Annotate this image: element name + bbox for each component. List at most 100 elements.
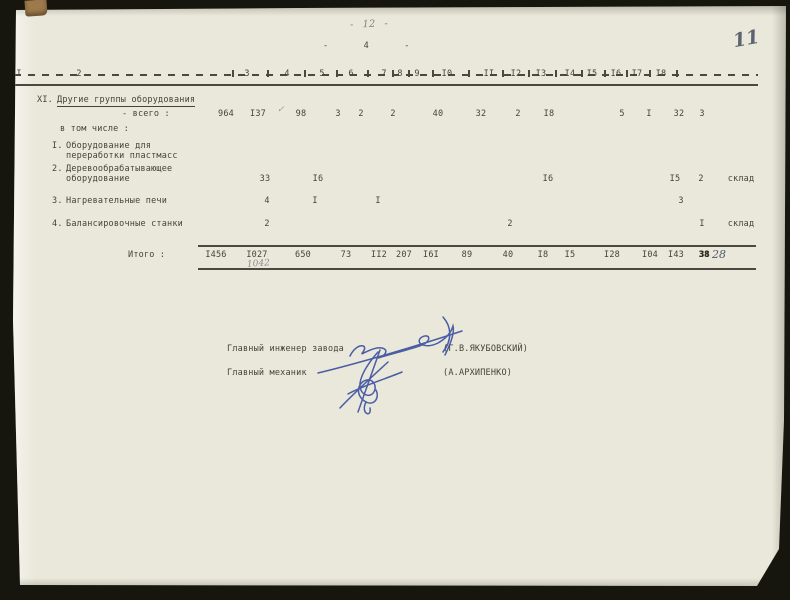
column-number: 8 <box>397 69 403 79</box>
row-label-line: оборудование <box>66 174 130 184</box>
row-label-line: Деревообрабатывающее <box>66 164 173 174</box>
totals-cell: I6I <box>423 250 439 260</box>
table-cell: 3 <box>699 109 705 119</box>
table-cell: I5 <box>669 174 681 184</box>
table-cell: I6 <box>542 174 554 184</box>
totals-cell: I8 <box>537 250 549 260</box>
signature-title-chief-engineer: Главный инженер завода <box>227 344 344 354</box>
totals-cell: I43 <box>668 250 684 260</box>
page-edge-highlight <box>13 8 35 586</box>
column-tick <box>267 70 269 77</box>
column-number: I0 <box>441 69 453 79</box>
signature-stroke <box>339 361 389 409</box>
page-edge-shadow-right <box>772 6 786 586</box>
table-cell: I8 <box>543 109 555 119</box>
section-number: XI. <box>37 95 53 105</box>
column-tick <box>676 70 678 77</box>
table-cell: I6 <box>312 174 324 184</box>
table-cell: I37 <box>250 109 266 119</box>
table-cell: I <box>646 109 652 119</box>
table-cell: 964 <box>218 109 234 119</box>
handwritten-page-number: - 12 - <box>349 18 389 31</box>
row-number: I. <box>52 141 63 151</box>
pencil-checkmark: ✓ <box>277 105 285 115</box>
totals-cell: I027 <box>246 250 268 260</box>
signature-stroke <box>349 323 455 359</box>
table-cell: 3 <box>335 109 341 119</box>
section-title: Другие группы оборудования <box>57 95 196 107</box>
row-label-line: Оборудование для <box>66 141 152 151</box>
table-cell: 2 <box>264 219 270 229</box>
totals-cell: 207 <box>396 250 412 260</box>
table-cell: 2 <box>698 174 704 184</box>
totals-cell: 650 <box>295 250 311 260</box>
totals-cell: II2 <box>371 250 387 260</box>
signature-name-chief-mechanic: (А.АРХИПЕНКО) <box>443 368 513 378</box>
table-cell: 98 <box>295 109 307 119</box>
row-label-vsego: - всего : <box>122 109 170 119</box>
table-cell: 2 <box>507 219 513 229</box>
totals-cell: I456 <box>205 250 227 260</box>
column-tick <box>649 70 651 77</box>
column-number: I5 <box>586 69 598 79</box>
table-cell: 40 <box>432 109 444 119</box>
row-label-line: Балансировочные станки <box>66 219 183 229</box>
column-number: I3 <box>535 69 547 79</box>
column-number: 6 <box>348 69 354 79</box>
table-cell: I <box>375 196 381 206</box>
paper-fragment <box>24 0 48 17</box>
signature-stroke <box>317 330 463 374</box>
column-tick <box>432 70 434 77</box>
signature-ink <box>317 316 463 415</box>
column-tick <box>392 70 394 77</box>
handwritten-corner-number: 11 <box>731 25 762 53</box>
column-number: 7 <box>381 69 387 79</box>
column-tick <box>528 70 530 77</box>
table-cell: 2 <box>390 109 396 119</box>
table-cell: 32 <box>673 109 685 119</box>
row-number: 2. <box>52 164 63 174</box>
signature-stroke <box>357 349 381 413</box>
totals-cell: I5 <box>564 250 576 260</box>
column-tick <box>304 70 306 77</box>
column-tick <box>336 70 338 77</box>
row-number: 4. <box>52 219 63 229</box>
signature-title-chief-mechanic: Главный механик <box>227 368 307 378</box>
signature-name-chief-engineer: (Г.В.ЯКУБОВСКИЙ) <box>443 344 529 354</box>
totals-cell: I04 <box>642 250 658 260</box>
column-number: 2 <box>76 69 82 79</box>
table-cell: I <box>312 196 318 206</box>
totals-cell: 40 <box>502 250 514 260</box>
column-tick <box>581 70 583 77</box>
table-cell: 32 <box>475 109 487 119</box>
table-cell: 4 <box>264 196 270 206</box>
column-number: II <box>483 69 495 79</box>
column-number: I7 <box>631 69 643 79</box>
row-label-subnote: в том числе : <box>60 124 130 134</box>
column-tick <box>555 70 557 77</box>
page-edge-shadow-top <box>13 6 786 16</box>
column-number: I4 <box>564 69 576 79</box>
totals-cell: I28 <box>604 250 620 260</box>
row-number: 3. <box>52 196 63 206</box>
page-edge-shadow-bottom <box>13 578 786 586</box>
column-tick <box>502 70 504 77</box>
column-number: 5 <box>319 69 325 79</box>
totals-bottom-rule <box>198 268 756 270</box>
column-number: I2 <box>510 69 522 79</box>
totals-label: Итого : <box>128 250 166 260</box>
table-cell: склад <box>727 219 755 229</box>
table-cell: 2 <box>515 109 521 119</box>
column-number: 3 <box>244 69 250 79</box>
table-header-dashed-rule <box>14 74 758 76</box>
table-cell: 5 <box>619 109 625 119</box>
table-cell: I <box>699 219 705 229</box>
totals-top-rule <box>198 245 756 247</box>
handwritten-correction-28: 28 <box>712 248 726 261</box>
column-number: 4 <box>284 69 290 79</box>
typed-page-number: - 4 - <box>323 41 410 51</box>
column-number: 9 <box>414 69 420 79</box>
totals-cell: 38 <box>698 250 710 260</box>
